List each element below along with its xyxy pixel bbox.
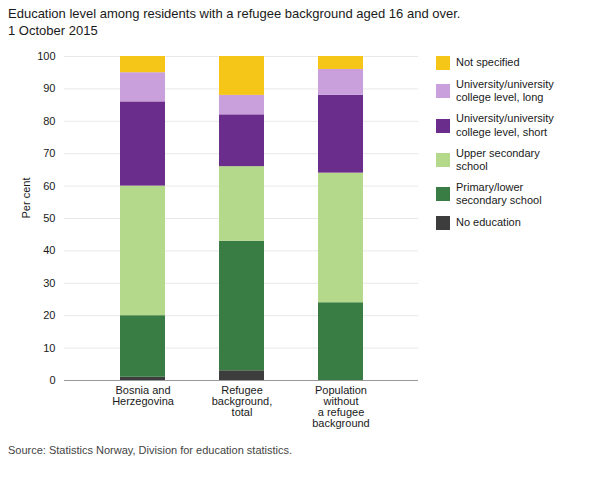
html-text:No education: No education <box>456 215 521 228</box>
html-text:Education level among resident: Education level among residents with a r… <box>8 6 461 21</box>
html-text:Source: Statistics Norway, Div: Source: Statistics Norway, Division for … <box>8 444 293 456</box>
html-text:1 October 2015: 1 October 2015 <box>8 23 98 38</box>
svg-text:30: 30 <box>43 277 55 289</box>
svg-text:Per cent: Per cent <box>20 178 32 219</box>
html-text:Upper secondary school: Upper secondary school <box>456 146 540 172</box>
svg-text:60: 60 <box>43 180 55 192</box>
svg-text:10: 10 <box>43 342 55 354</box>
svg-text:Bosnia andHerzegovina: Bosnia andHerzegovina <box>112 384 175 407</box>
svg-text:20: 20 <box>43 309 55 321</box>
svg-text:Populationwithouta refugeeback: Populationwithouta refugeebackground <box>312 384 370 429</box>
svg-text:100: 100 <box>37 50 55 62</box>
html-text:University/university college: University/university college level, sho… <box>456 112 554 138</box>
html-text:University/university college: University/university college level, lon… <box>456 78 554 104</box>
svg-text:50: 50 <box>43 212 55 224</box>
svg-text:90: 90 <box>43 82 55 94</box>
svg-text:80: 80 <box>43 115 55 127</box>
svg-text:40: 40 <box>43 244 55 256</box>
html-text:Primary/lower secondary school: Primary/lower secondary school <box>456 181 542 207</box>
svg-text:70: 70 <box>43 147 55 159</box>
svg-text:0: 0 <box>49 374 55 386</box>
html-text:Not specified: Not specified <box>456 56 520 69</box>
svg-text:Refugeebackground,total: Refugeebackground,total <box>212 384 273 418</box>
